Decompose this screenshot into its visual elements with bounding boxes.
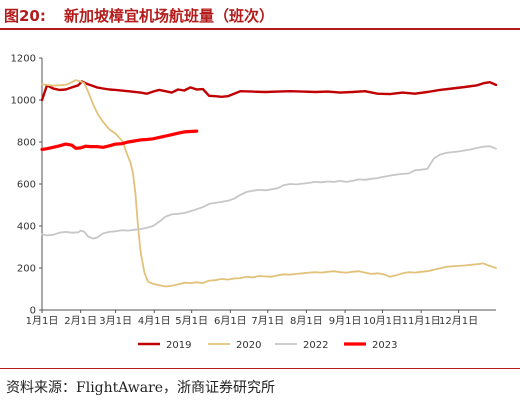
y-tick-label: 600 <box>17 180 36 191</box>
x-tick-label: 1月1日 <box>26 315 59 327</box>
series-line-2020 <box>41 79 497 288</box>
y-tick-label: 0 <box>30 306 36 317</box>
y-tick-label: 400 <box>17 222 36 233</box>
x-tick-label: 9月1日 <box>329 315 362 327</box>
legend-label-2019: 2019 <box>166 340 191 351</box>
x-tick-label: 3月1日 <box>99 315 132 327</box>
flight-volume-chart: 0 200 400 600 800 1000 1200 1月1日 2月1日 3月1日 4月1日 5月1… <box>11 54 498 351</box>
series-line-2022 <box>41 145 497 240</box>
y-tick-label: 1000 <box>11 96 36 107</box>
legend-label-2022: 2022 <box>303 340 328 351</box>
x-tick-label: 12月1日 <box>439 315 478 327</box>
legend-label-2023: 2023 <box>372 340 397 351</box>
x-tick-label: 11月1日 <box>402 315 441 327</box>
series-line-2019 <box>40 80 498 102</box>
figure-number: 图20: <box>4 7 46 25</box>
y-tick-label: 200 <box>17 264 36 275</box>
figure-title: 新加坡樟宜机场航班量（班次） <box>64 7 275 25</box>
legend-label-2020: 2020 <box>236 340 261 351</box>
source-bar: 资料来源：FlightAware，浙商证券研究所 <box>0 368 520 404</box>
figure-title-bar: 图20: 新加坡樟宜机场航班量（班次） <box>0 0 520 30</box>
x-tick-label: 10月1日 <box>363 315 402 327</box>
x-tick-label: 6月1日 <box>214 315 247 327</box>
x-tick-label: 2月1日 <box>64 315 97 327</box>
x-tick-label: 7月1日 <box>251 315 284 327</box>
x-tick-label: 5月1日 <box>175 315 208 327</box>
y-tick-label: 800 <box>17 138 36 149</box>
series-line-2023 <box>40 129 199 151</box>
x-tick-label: 8月1日 <box>290 315 323 327</box>
y-tick-label: 1200 <box>11 54 36 65</box>
source-note: 资料来源：FlightAware，浙商证券研究所 <box>6 380 276 396</box>
x-tick-label: 4月1日 <box>138 315 171 327</box>
